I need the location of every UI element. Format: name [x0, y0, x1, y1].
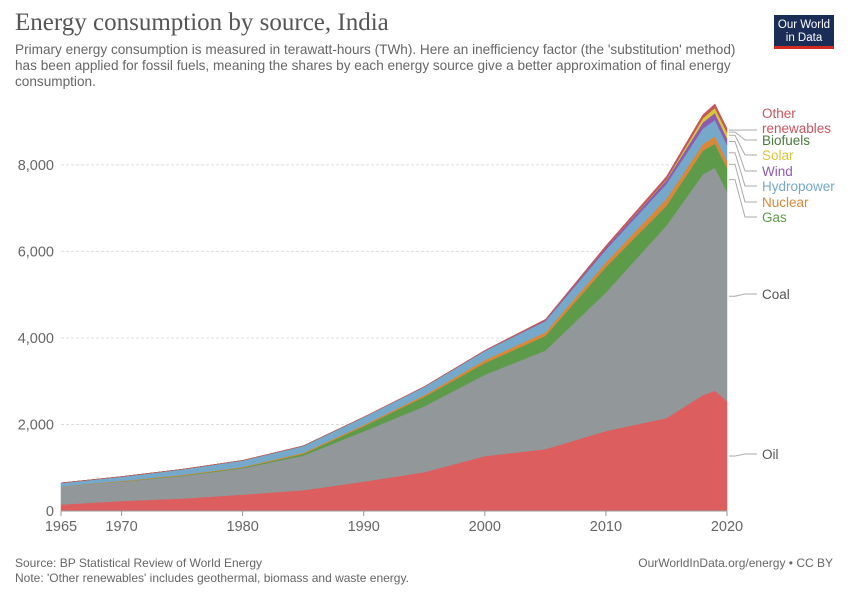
legend-label-wind: Wind — [762, 164, 793, 179]
source-text: Source: BP Statistical Review of World E… — [15, 556, 262, 570]
legend-leader-line — [729, 293, 757, 297]
legend-leader-line — [729, 179, 757, 218]
legend-label-other-renewables: renewables — [762, 121, 831, 136]
legend-label-other-renewables: Other — [762, 106, 796, 121]
chart-title: Energy consumption by source, India — [15, 9, 389, 36]
x-tick-label: 1970 — [105, 519, 137, 535]
chart-subtitle: Primary energy consumption is measured i… — [15, 42, 736, 89]
y-tick-label: 8,000 — [18, 158, 54, 174]
legend-label-biofuels: Biofuels — [762, 133, 810, 148]
y-tick-label: 6,000 — [18, 244, 54, 260]
x-tick-label: 2000 — [469, 519, 501, 535]
legend-leader-line — [729, 131, 757, 141]
legend-leader-line — [729, 141, 757, 172]
legend-leader-line — [729, 134, 757, 156]
x-tick-label: 1990 — [348, 519, 380, 535]
legend-label-gas: Gas — [762, 210, 787, 225]
legend-label-coal: Coal — [762, 287, 790, 302]
y-tick-label: 2,000 — [18, 417, 54, 433]
legend-label-hydropower: Hydropower — [762, 179, 835, 194]
chart-footer-source: Source: BP Statistical Review of World E… — [15, 556, 409, 586]
legend-label-oil: Oil — [762, 447, 779, 462]
logo-line-1: Our World — [777, 19, 831, 31]
y-tick-label: 0 — [46, 504, 54, 520]
note-text: Note: 'Other renewables' includes geothe… — [15, 571, 409, 585]
owid-logo[interactable]: Our World in Data — [774, 15, 834, 49]
legend-label-nuclear: Nuclear — [762, 195, 809, 210]
series-area-other-renewables[interactable] — [60, 103, 728, 484]
x-tick-label: 2020 — [711, 519, 743, 535]
legend-leader-line — [729, 152, 757, 187]
y-tick-label: 4,000 — [18, 331, 54, 347]
legend-leader-line — [729, 453, 757, 457]
x-tick-label: 1965 — [45, 519, 77, 535]
x-tick-label: 2010 — [590, 519, 622, 535]
logo-line-2: in Data — [785, 32, 823, 44]
legend-leader-line — [729, 163, 757, 203]
x-tick-label: 1980 — [227, 519, 259, 535]
credit-link[interactable]: OurWorldInData.org/energy • CC BY — [638, 556, 833, 570]
legend-label-solar: Solar — [762, 148, 794, 163]
